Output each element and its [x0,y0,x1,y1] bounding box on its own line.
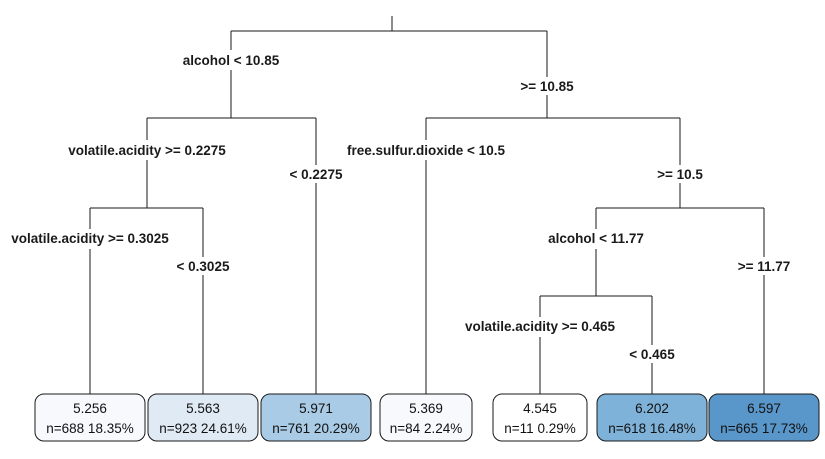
leaf-node-7: 6.597 n=665 17.73% [708,393,820,442]
leaf-box-6 [596,393,708,442]
leaf-count: n=688 18.35% [46,421,133,436]
leaf-box-2 [147,393,259,442]
leaf-count: n=11 0.29% [504,421,575,436]
leaf-node-4: 5.369 n=84 2.24% [379,393,473,442]
leaf-count: n=761 20.29% [272,421,359,436]
leaf-count: n=665 17.73% [720,421,807,436]
leaf-count: n=923 24.61% [159,421,246,436]
tree-branches [89,16,765,403]
leaf-box-7 [708,393,820,442]
leaf-node-3: 5.971 n=761 20.29% [260,393,372,442]
split-volatile-acidity-ge-0-2275: volatile.acidity >= 0.2275 [68,143,226,158]
leaf-mean-value: 5.563 [186,401,220,416]
leaf-nodes: 5.256 n=688 18.35% 5.563 n=923 24.61% 5.… [34,393,820,442]
leaf-box-4 [379,393,473,442]
leaf-node-2: 5.563 n=923 24.61% [147,393,259,442]
split-alcohol-lt-10-85: alcohol < 10.85 [183,53,280,68]
leaf-mean-value: 5.369 [409,401,443,416]
split-labels: alcohol < 10.85 >= 10.85 volatile.acidit… [0,50,796,363]
split-free-sulfur-dioxide-lt-10-5: free.sulfur.dioxide < 10.5 [347,143,505,158]
leaf-count: n=618 16.48% [608,421,695,436]
leaf-box-5 [492,393,588,442]
split-free-sulfur-dioxide-ge-10-5: >= 10.5 [657,167,703,182]
split-volatile-acidity-ge-0-465: volatile.acidity >= 0.465 [465,319,616,334]
leaf-count: n=84 2.24% [390,421,462,436]
leaf-mean-value: 4.545 [523,401,557,416]
leaf-box-1 [34,393,146,442]
split-volatile-acidity-lt-0-465: < 0.465 [629,347,675,362]
split-alcohol-lt-11-77: alcohol < 11.77 [548,231,644,246]
split-alcohol-ge-10-85: >= 10.85 [520,79,574,94]
leaf-mean-value: 5.256 [73,401,107,416]
leaf-mean-value: 5.971 [299,401,333,416]
split-volatile-acidity-lt-0-2275: < 0.2275 [290,167,343,182]
split-volatile-acidity-ge-0-3025: volatile.acidity >= 0.3025 [11,231,169,246]
leaf-node-1: 5.256 n=688 18.35% [34,393,146,442]
leaf-mean-value: 6.202 [635,401,669,416]
leaf-mean-value: 6.597 [747,401,781,416]
leaf-box-3 [260,393,372,442]
leaf-node-5: 4.545 n=11 0.29% [492,393,588,442]
split-alcohol-ge-11-77: >= 11.77 [738,259,791,274]
leaf-node-6: 6.202 n=618 16.48% [596,393,708,442]
split-volatile-acidity-lt-0-3025: < 0.3025 [177,259,230,274]
